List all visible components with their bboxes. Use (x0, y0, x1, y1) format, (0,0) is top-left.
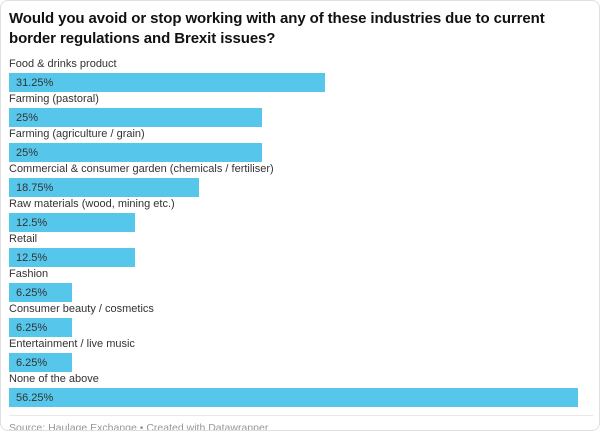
chart-row: Commercial & consumer garden (chemicals … (9, 163, 593, 197)
source-attribution: Source: Haulage Exchange • Created with … (9, 422, 269, 431)
chart-row: None of the above 56.25% (9, 373, 593, 407)
category-label: Commercial & consumer garden (chemicals … (9, 163, 274, 175)
bar: 12.5% (9, 248, 135, 267)
bar-value-label: 12.5% (16, 216, 48, 229)
bar-value-label: 18.75% (16, 181, 54, 194)
chart-title: Would you avoid or stop working with any… (9, 10, 545, 47)
category-label: Farming (pastoral) (9, 93, 99, 105)
chart-row: Consumer beauty / cosmetics 6.25% (9, 303, 593, 337)
chart-row: Food & drinks product 31.25% (9, 58, 593, 92)
bar: 6.25% (9, 318, 72, 337)
category-label: Entertainment / live music (9, 338, 135, 350)
bar-chart: Food & drinks product 31.25% Farming (past… (9, 58, 593, 407)
chart-row: Farming (agriculture / grain) 25% (9, 128, 593, 162)
chart-row: Farming (pastoral) 25% (9, 93, 593, 127)
bar: 56.25% (9, 388, 578, 407)
footer-divider (9, 415, 593, 416)
category-label: Fashion (9, 268, 49, 280)
bar: 12.5% (9, 213, 135, 232)
bar: 31.25% (9, 73, 325, 92)
category-label: Retail (9, 233, 38, 245)
bar-value-label: 12.5% (16, 251, 48, 264)
bar: 6.25% (9, 353, 72, 372)
bar: 18.75% (9, 178, 199, 197)
bar-value-label: 56.25% (16, 391, 54, 404)
bar-value-label: 25% (16, 146, 39, 159)
bar-value-label: 6.25% (16, 321, 48, 334)
bar-value-label: 6.25% (16, 286, 48, 299)
chart-row: Retail 12.5% (9, 233, 593, 267)
chart-row: Raw materials (wood, mining etc.) 12.5% (9, 198, 593, 232)
bar: 6.25% (9, 283, 72, 302)
category-label: Consumer beauty / cosmetics (9, 303, 154, 315)
bar-value-label: 31.25% (16, 76, 54, 89)
category-label: None of the above (9, 373, 99, 385)
chart-row: Entertainment / live music 6.25% (9, 338, 593, 372)
bar: 25% (9, 108, 262, 127)
category-label: Farming (agriculture / grain) (9, 128, 145, 140)
bar-value-label: 25% (16, 111, 39, 124)
bar: 25% (9, 143, 262, 162)
chart-row: Fashion 6.25% (9, 268, 593, 302)
bar-value-label: 6.25% (16, 356, 48, 369)
category-label: Food & drinks product (9, 58, 117, 70)
category-label: Raw materials (wood, mining etc.) (9, 198, 175, 210)
